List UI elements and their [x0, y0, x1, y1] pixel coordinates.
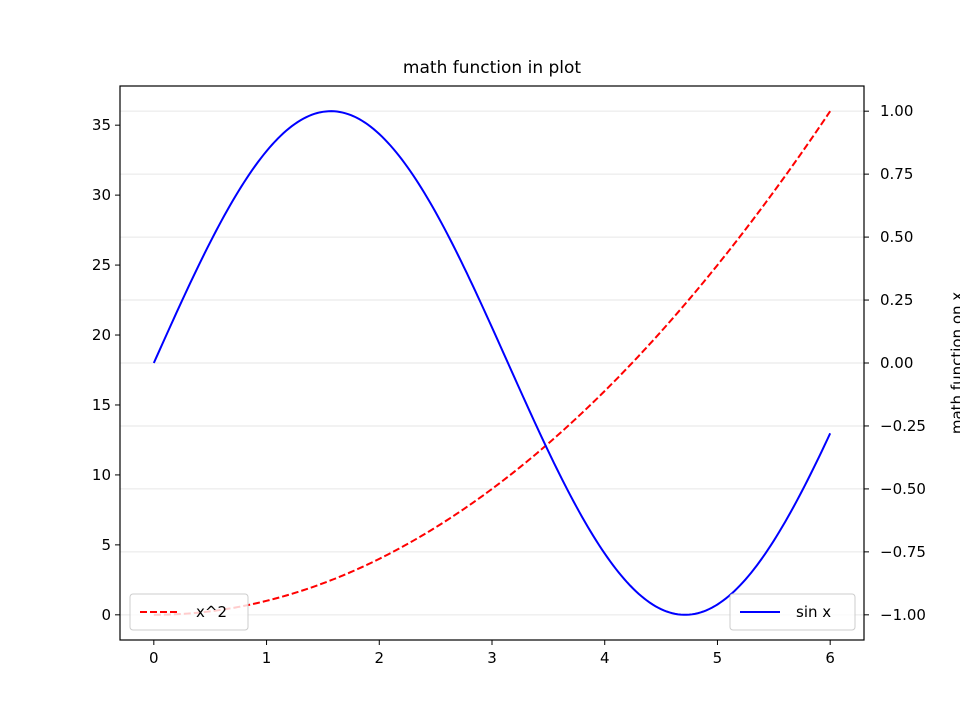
y-right-tick-label: 0.25	[880, 291, 913, 309]
legend-box	[129, 593, 249, 631]
x-tick-label: 5	[713, 649, 723, 667]
legend-label: x^2	[196, 603, 227, 621]
y-left-tick-label: 15	[92, 396, 111, 414]
legend-lower-right: sin x	[729, 593, 856, 631]
x-tick-label: 1	[262, 649, 272, 667]
y-right-tick-label: −0.50	[880, 480, 926, 498]
y-left-tick-label: 20	[92, 326, 111, 344]
y-left-tick-label: 25	[92, 256, 111, 274]
y-right-tick-label: 0.00	[880, 354, 913, 372]
y-right-tick-label: −0.75	[880, 543, 926, 561]
y-right-tick-label: 1.00	[880, 102, 913, 120]
y-right-tick-label: 0.50	[880, 228, 913, 246]
series-line-0	[153, 110, 832, 616]
x-tick-label: 0	[149, 649, 159, 667]
y-axis-left: 0 5 10 15 20 25 30 35	[92, 116, 120, 624]
x-tick-label: 6	[825, 649, 835, 667]
y-left-tick-label: 10	[92, 466, 111, 484]
series-lines	[152, 110, 832, 616]
y-left-tick-label: 0	[101, 606, 111, 624]
x-tick-label: 3	[487, 649, 497, 667]
y-right-tick-label: −1.00	[880, 606, 926, 624]
series-line-1	[152, 110, 832, 616]
legend-box	[729, 593, 856, 631]
legend-label: sin x	[796, 603, 831, 621]
y-axis-right: −1.00 −0.75 −0.50 −0.25 0.00 0.25 0.50 0.75 1.00	[864, 102, 926, 624]
x-tick-label: 2	[374, 649, 384, 667]
y-right-tick-label: −0.25	[880, 417, 926, 435]
legend-lower-left: x^2	[129, 593, 249, 631]
y-left-tick-label: 35	[92, 116, 111, 134]
y-left-tick-label: 5	[101, 536, 111, 554]
y-left-tick-label: 30	[92, 186, 111, 204]
chart-title: math function in plot	[403, 58, 581, 78]
x-axis: 0 1 2 3 4 5 6	[149, 640, 835, 667]
x-tick-label: 4	[600, 649, 610, 667]
legends: x^2 sin x	[129, 593, 856, 631]
y-axis-right-label: math function on x	[948, 292, 960, 434]
y-right-tick-label: 0.75	[880, 165, 913, 183]
